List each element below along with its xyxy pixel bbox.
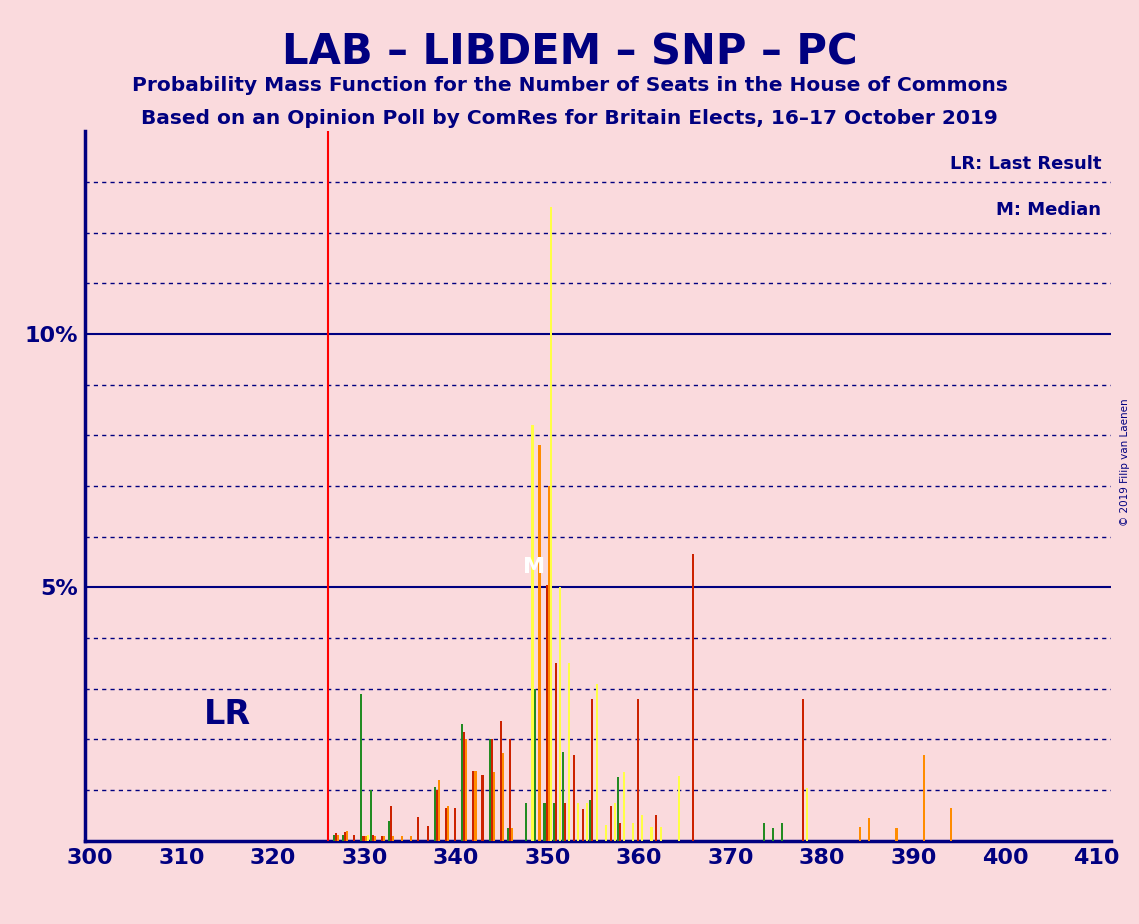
Bar bbox=[473, 772, 475, 841]
Bar bbox=[417, 817, 419, 841]
Bar bbox=[369, 790, 371, 841]
Bar bbox=[655, 816, 657, 841]
Bar bbox=[436, 790, 437, 841]
Bar bbox=[895, 828, 898, 841]
Bar bbox=[380, 836, 383, 841]
Bar bbox=[362, 836, 364, 841]
Bar bbox=[618, 823, 621, 841]
Bar bbox=[454, 808, 456, 841]
Bar bbox=[434, 787, 436, 841]
Bar bbox=[587, 803, 589, 841]
Bar bbox=[923, 755, 925, 841]
Bar bbox=[559, 588, 562, 841]
Bar bbox=[693, 554, 694, 841]
Bar bbox=[502, 753, 503, 841]
Bar bbox=[623, 772, 625, 841]
Bar bbox=[950, 808, 952, 841]
Bar bbox=[532, 425, 533, 841]
Bar bbox=[509, 739, 511, 841]
Bar bbox=[337, 834, 339, 841]
Bar bbox=[465, 739, 467, 841]
Bar bbox=[360, 694, 362, 841]
Bar bbox=[609, 807, 612, 841]
Bar bbox=[614, 803, 616, 841]
Bar bbox=[632, 823, 634, 841]
Bar bbox=[493, 772, 494, 841]
Bar bbox=[650, 827, 653, 841]
Bar bbox=[573, 755, 575, 841]
Bar bbox=[500, 721, 502, 841]
Bar bbox=[445, 808, 446, 841]
Bar bbox=[344, 832, 346, 841]
Bar bbox=[806, 787, 809, 841]
Bar bbox=[543, 803, 546, 841]
Bar bbox=[383, 836, 385, 841]
Bar bbox=[392, 836, 394, 841]
Text: LAB – LIBDEM – SNP – PC: LAB – LIBDEM – SNP – PC bbox=[281, 31, 858, 73]
Text: LR: Last Result: LR: Last Result bbox=[950, 155, 1101, 173]
Bar bbox=[539, 445, 541, 841]
Bar bbox=[511, 828, 514, 841]
Bar bbox=[641, 816, 644, 841]
Bar bbox=[371, 834, 374, 841]
Bar bbox=[475, 772, 476, 841]
Bar bbox=[374, 836, 376, 841]
Bar bbox=[596, 684, 598, 841]
Bar bbox=[577, 803, 580, 841]
Bar bbox=[507, 828, 509, 841]
Bar bbox=[346, 831, 349, 841]
Bar bbox=[335, 833, 337, 841]
Bar bbox=[659, 827, 662, 841]
Bar bbox=[525, 803, 527, 841]
Text: M: M bbox=[523, 557, 544, 578]
Bar bbox=[546, 585, 548, 841]
Bar bbox=[491, 739, 493, 841]
Bar bbox=[550, 207, 552, 841]
Bar bbox=[390, 807, 392, 841]
Text: © 2019 Filip van Laenen: © 2019 Filip van Laenen bbox=[1121, 398, 1130, 526]
Bar bbox=[616, 777, 618, 841]
Bar bbox=[568, 663, 571, 841]
Bar bbox=[781, 823, 784, 841]
Text: M: Median: M: Median bbox=[997, 201, 1101, 219]
Bar bbox=[410, 836, 412, 841]
Bar bbox=[868, 818, 870, 841]
Bar bbox=[367, 834, 369, 841]
Bar bbox=[591, 699, 593, 841]
Text: Based on an Opinion Poll by ComRes for Britain Elects, 16–17 October 2019: Based on an Opinion Poll by ComRes for B… bbox=[141, 109, 998, 128]
Bar bbox=[562, 752, 564, 841]
Text: Probability Mass Function for the Number of Seats in the House of Commons: Probability Mass Function for the Number… bbox=[132, 76, 1007, 95]
Bar bbox=[605, 824, 607, 841]
Bar bbox=[589, 800, 591, 841]
Bar bbox=[534, 688, 536, 841]
Bar bbox=[387, 821, 390, 841]
Bar bbox=[364, 836, 367, 841]
Bar bbox=[489, 739, 491, 841]
Bar bbox=[552, 803, 555, 841]
Bar bbox=[333, 834, 335, 841]
Bar bbox=[446, 807, 449, 841]
Bar bbox=[353, 834, 355, 841]
Bar bbox=[401, 836, 403, 841]
Bar bbox=[772, 828, 775, 841]
Bar bbox=[678, 776, 680, 841]
Bar bbox=[461, 724, 464, 841]
Bar bbox=[637, 699, 639, 841]
Bar bbox=[548, 486, 550, 841]
Bar bbox=[802, 699, 804, 841]
Bar bbox=[482, 775, 484, 841]
Bar bbox=[763, 823, 765, 841]
Bar bbox=[859, 827, 861, 841]
Bar bbox=[564, 803, 566, 841]
Text: LR: LR bbox=[204, 698, 251, 731]
Bar bbox=[582, 809, 584, 841]
Bar bbox=[464, 733, 465, 841]
Bar bbox=[555, 663, 557, 841]
Bar bbox=[437, 780, 440, 841]
Bar bbox=[426, 826, 428, 841]
Bar bbox=[342, 834, 344, 841]
